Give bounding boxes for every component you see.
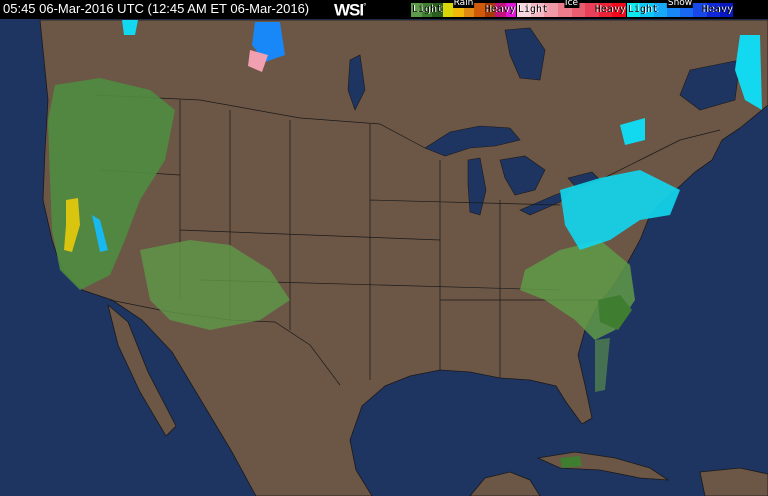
- precip-rain-carolina-coast: [598, 295, 632, 330]
- legend-light-label: Light: [628, 4, 659, 15]
- precip-rain-southwest: [140, 240, 290, 330]
- legend-swatch: [653, 3, 667, 17]
- hudson-bay: [504, 27, 546, 81]
- legend-heavy-label: Heavy: [484, 4, 515, 15]
- legend-heavy-label: Heavy: [701, 4, 732, 15]
- legend-title: Rain: [452, 0, 475, 8]
- legend-swatch: [612, 3, 626, 17]
- legend-snow: Light Heavy Snow: [627, 0, 733, 17]
- precipitation-layer: [48, 20, 762, 468]
- gulf-of-st-lawrence: [679, 59, 741, 111]
- precip-rain-heavy-california: [64, 198, 80, 252]
- baja-peninsula: [107, 303, 177, 437]
- precip-snow-northeast: [560, 170, 680, 250]
- legend-swatch: [495, 3, 506, 17]
- legend-swatch: [505, 3, 516, 17]
- legend-title: Snow: [666, 0, 694, 8]
- legend-swatch: [598, 3, 613, 17]
- legend-swatch: [544, 3, 558, 17]
- legend-swatch: [411, 3, 422, 17]
- logo-mark: °: [363, 2, 366, 11]
- legend-swatch: [719, 3, 733, 17]
- yucatan: [469, 471, 541, 496]
- legend-title: Ice: [563, 0, 580, 8]
- legend-ice: Light Heavy Ice: [517, 0, 626, 17]
- legend-light-label: Light: [518, 4, 549, 15]
- cuba: [536, 451, 670, 481]
- precip-snow-sierra: [92, 215, 108, 252]
- legend-rain: Light Heavy Rain: [411, 0, 516, 17]
- precip-snow-small-north: [122, 20, 138, 35]
- precip-rain-cuba: [560, 456, 582, 468]
- legend-swatch: [693, 3, 707, 17]
- legend-heavy-label: Heavy: [594, 4, 625, 15]
- legend-swatch: [530, 3, 545, 17]
- legend-light-label: Light: [412, 4, 443, 15]
- timestamp: 05:45 06-Mar-2016 UTC (12:45 AM ET 06-Ma…: [3, 1, 310, 16]
- legend-swatch: [432, 3, 443, 17]
- canada-us-border: [94, 94, 426, 149]
- legend-swatch: [463, 3, 474, 17]
- legend-swatch: [627, 3, 641, 17]
- lake-michigan: [467, 157, 487, 216]
- legend-swatch: [442, 3, 453, 17]
- wsi-logo: WSI°: [334, 0, 366, 20]
- precip-snow-maritimes: [735, 35, 762, 110]
- legend-swatch: [453, 3, 464, 17]
- precip-snow-new-england: [620, 118, 645, 145]
- lake-winnipeg: [347, 54, 366, 111]
- legend-swatch: [474, 3, 485, 17]
- legend-swatch: [484, 3, 495, 17]
- legend-swatch: [585, 3, 599, 17]
- legend-swatch: [517, 3, 531, 17]
- precip-snow-prairie: [252, 22, 285, 62]
- lake-superior: [424, 125, 521, 157]
- header-bar: 05:45 06-Mar-2016 UTC (12:45 AM ET 06-Ma…: [0, 0, 768, 19]
- precip-rain-offshore: [595, 338, 610, 392]
- legend-swatch: [706, 3, 720, 17]
- hispaniola: [699, 467, 768, 496]
- precip-ice-prairie: [248, 50, 268, 72]
- logo-text: WSI: [334, 0, 364, 20]
- precip-rain-northwest: [48, 78, 175, 290]
- legend-swatch: [640, 3, 654, 17]
- legend-swatch: [421, 3, 432, 17]
- lake-huron: [499, 155, 546, 196]
